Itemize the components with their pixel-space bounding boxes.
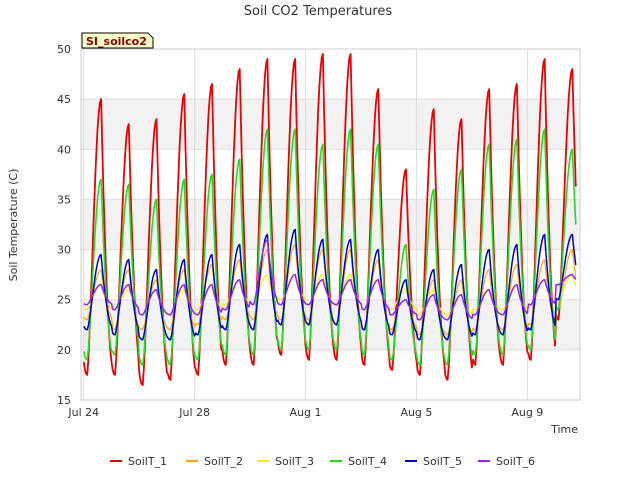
plot-band xyxy=(81,199,580,250)
site-tag-box xyxy=(81,32,154,49)
x-tick-label: Aug 9 xyxy=(511,406,543,419)
legend-item-soilt-2: SoilT_2 xyxy=(186,455,243,468)
legend-item-soilt-4: SoilT_4 xyxy=(330,455,387,468)
y-tick-label: 45 xyxy=(57,93,71,106)
y-tick-labels: 15 20 25 30 35 40 45 50 xyxy=(57,43,71,407)
x-tick-label: Jul 28 xyxy=(178,406,210,419)
y-tick-label: 50 xyxy=(57,43,71,56)
x-tick-label: Aug 1 xyxy=(290,406,322,419)
y-tick-label: 30 xyxy=(57,244,71,257)
legend-label: SoilT_4 xyxy=(348,455,387,468)
legend-label: SoilT_3 xyxy=(275,455,314,468)
chart-legend: SoilT_1 SoilT_2 SoilT_3 SoilT_4 SoilT_5 SoilT… xyxy=(110,455,535,468)
legend-item-soilt-5: SoilT_5 xyxy=(405,455,462,468)
series-line-soilt-6 xyxy=(83,238,577,321)
x-axis-label: Time xyxy=(550,423,578,436)
x-tick-labels: Jul 24 Jul 28 Aug 1 Aug 5 Aug 9 xyxy=(67,406,543,419)
y-tick-label: 15 xyxy=(57,394,71,407)
x-tick-label: Jul 24 xyxy=(67,406,99,419)
y-tick-label: 40 xyxy=(57,143,71,156)
legend-label: SoilT_6 xyxy=(496,455,535,468)
y-axis-label: Soil Temperature (C) xyxy=(7,169,20,282)
y-tick-label: 35 xyxy=(57,193,71,206)
site-tag: SI_soilco2 xyxy=(81,32,154,49)
legend-item-soilt-6: SoilT_6 xyxy=(478,455,535,468)
series-line-soilt-5 xyxy=(83,228,577,341)
legend-item-soilt-1: SoilT_1 xyxy=(110,455,167,468)
legend-item-soilt-3: SoilT_3 xyxy=(257,455,314,468)
series-lines xyxy=(82,53,577,386)
plot-axes xyxy=(80,48,581,401)
site-tag-label: SI_soilco2 xyxy=(86,35,147,48)
y-tick-label: 25 xyxy=(57,294,71,307)
y-tick-label: 20 xyxy=(57,344,71,357)
legend-label: SoilT_1 xyxy=(128,455,167,468)
plot-border xyxy=(80,48,581,401)
chart-title: Soil CO2 Temperatures xyxy=(244,4,393,19)
x-tick-label: Aug 5 xyxy=(400,406,432,419)
legend-label: SoilT_5 xyxy=(423,455,462,468)
legend-label: SoilT_2 xyxy=(204,455,243,468)
plot-band xyxy=(81,99,580,150)
